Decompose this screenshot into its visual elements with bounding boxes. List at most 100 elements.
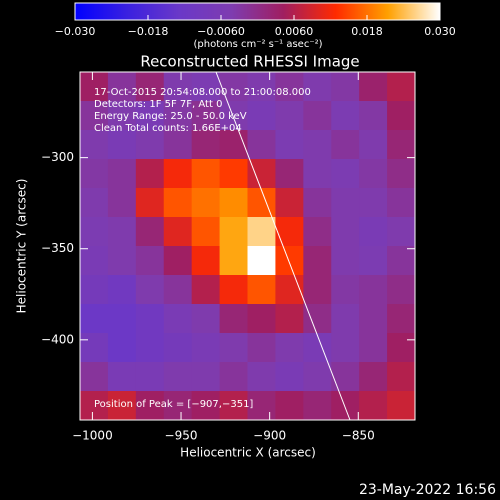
heatmap-cell	[247, 159, 276, 189]
heatmap-cell	[331, 275, 360, 305]
heatmap-cell	[107, 130, 137, 160]
heatmap-cell	[275, 217, 304, 247]
heatmap-cell	[135, 304, 165, 334]
heatmap-cell	[135, 333, 165, 363]
annotation: Energy Range: 25.0 - 50.0 keV	[94, 111, 247, 122]
heatmap-cell	[191, 333, 221, 363]
heatmap-cell	[163, 217, 193, 247]
heatmap-cell	[275, 275, 304, 305]
footer-date: 23-May-2022 16:56	[359, 482, 496, 498]
heatmap-cell	[107, 275, 137, 305]
heatmap-cell	[387, 246, 416, 276]
heatmap-cell	[247, 217, 276, 247]
x-tick-label: −1000	[72, 429, 113, 443]
heatmap-cell	[107, 304, 137, 334]
heatmap-cell	[303, 362, 332, 392]
heatmap-cell	[219, 304, 248, 334]
colorbar-tick-label: −0.018	[128, 25, 169, 38]
heatmap-cell	[331, 217, 360, 247]
heatmap-cell	[135, 391, 165, 421]
y-tick-label: −400	[41, 332, 74, 346]
heatmap-cell	[135, 246, 165, 276]
heatmap-cell	[191, 159, 221, 189]
heatmap-cell	[331, 72, 360, 102]
heatmap-cell	[80, 391, 109, 421]
heatmap-cell	[387, 275, 416, 305]
colorbar-tick-label: −0.030	[55, 25, 96, 38]
plot-frame	[79, 71, 416, 421]
heatmap-cell	[107, 72, 137, 102]
heatmap-cell	[80, 217, 109, 247]
x-axis-label: Heliocentric X (arcsec)	[180, 446, 316, 460]
heatmap-cell	[303, 159, 332, 189]
heatmap-cell	[247, 391, 276, 421]
peak-label: Position of Peak = [−907,−351]	[94, 399, 253, 410]
heatmap-cell	[303, 130, 332, 160]
heatmap-cell	[191, 362, 221, 392]
heatmap-cell	[303, 246, 332, 276]
heatmap-cell	[387, 72, 416, 102]
heatmap-cell	[331, 246, 360, 276]
heatmap-cell	[275, 72, 304, 102]
heatmap-cell	[163, 333, 193, 363]
heatmap-cell	[191, 275, 221, 305]
heatmap-cell	[275, 130, 304, 160]
heatmap-cell	[247, 275, 276, 305]
heatmap-cell	[387, 391, 416, 421]
heatmap-cell	[247, 188, 276, 218]
heatmap-cell	[135, 101, 165, 131]
heatmap-cell	[219, 333, 248, 363]
heatmap-cell	[191, 304, 221, 334]
heatmap-cell	[163, 188, 193, 218]
heatmap-cell	[275, 246, 304, 276]
heatmap-cell	[387, 333, 416, 363]
y-tick-label: −350	[41, 241, 74, 255]
heatmap-cell	[275, 159, 304, 189]
heatmap-cell	[219, 246, 248, 276]
heatmap-cell	[80, 304, 109, 334]
heatmap-cell	[247, 130, 276, 160]
heatmap-cell	[163, 362, 193, 392]
heatmap-cell	[163, 304, 193, 334]
heatmap-cell	[135, 159, 165, 189]
x-tick-label: −850	[342, 429, 375, 443]
colorbar-label: (photons cm⁻² s⁻¹ asec⁻²)	[193, 39, 322, 50]
heatmap-cell	[191, 246, 221, 276]
heatmap-cell	[135, 362, 165, 392]
heatmap-cell	[387, 159, 416, 189]
heatmap-cell	[80, 130, 109, 160]
heatmap-cell	[219, 101, 248, 131]
heatmap-cell	[331, 101, 360, 131]
heatmap-cell	[191, 188, 221, 218]
heatmap-cell	[331, 159, 360, 189]
heatmap-cell	[387, 304, 416, 334]
heatmap-cell	[80, 333, 109, 363]
heatmap-cell	[135, 72, 165, 102]
heatmap-cell	[219, 72, 248, 102]
heatmap-cell	[135, 275, 165, 305]
heatmap-cell	[219, 362, 248, 392]
heatmap-cell	[331, 333, 360, 363]
y-axis-label: Heliocentric Y (arcsec)	[15, 179, 29, 314]
heatmap-cell	[80, 72, 109, 102]
annotation: Detectors: 1F 5F 7F, Att 0	[94, 99, 222, 110]
heatmap-cell	[219, 391, 248, 421]
heatmap-cell	[191, 72, 221, 102]
heatmap-cell	[163, 101, 193, 131]
heatmap-cell	[275, 188, 304, 218]
heatmap-cell	[191, 217, 221, 247]
heatmap-cell	[163, 246, 193, 276]
solar-limb	[215, 71, 351, 421]
heatmap-cell	[247, 246, 276, 276]
heatmap-cell	[359, 130, 388, 160]
heatmap-cell	[219, 130, 248, 160]
heatmap-cell	[80, 188, 109, 218]
heatmap-cell	[80, 101, 109, 131]
heatmap-cell	[275, 333, 304, 363]
heatmap-cell	[303, 333, 332, 363]
heatmap-cell	[135, 217, 165, 247]
heatmap-cell	[80, 275, 109, 305]
heatmap-cell	[80, 159, 109, 189]
heatmap-cell	[303, 304, 332, 334]
heatmap-cell	[331, 188, 360, 218]
